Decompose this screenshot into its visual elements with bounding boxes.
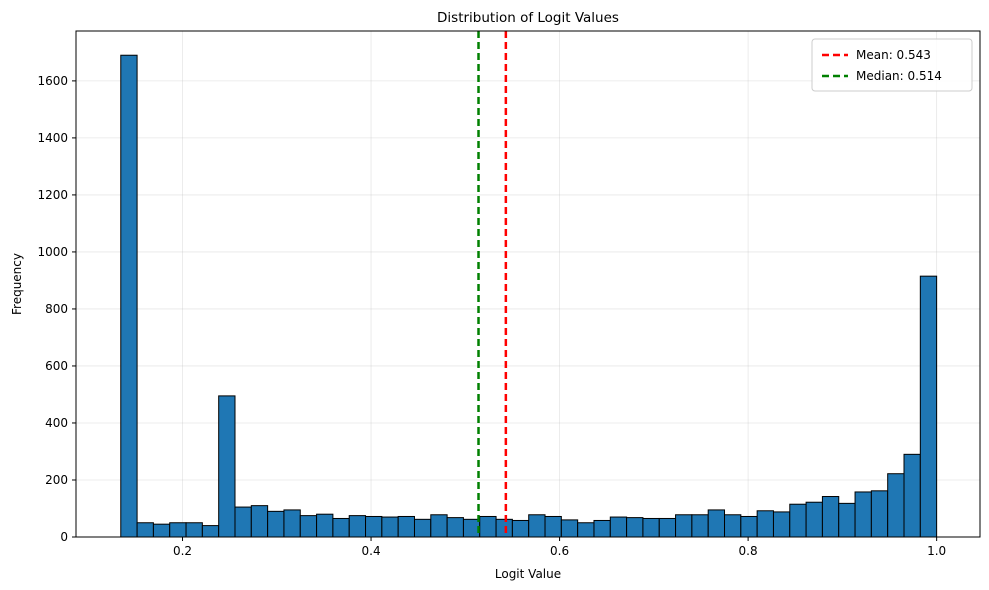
histogram-bar [299, 515, 318, 538]
y-tick-label: 0 [60, 530, 68, 544]
x-tick-label: 1.0 [927, 544, 946, 558]
histogram-bar [218, 395, 236, 538]
histogram-bar [658, 517, 677, 538]
x-axis-label: Logit Value [495, 567, 561, 581]
histogram-bar [316, 513, 334, 538]
histogram-bar [577, 522, 595, 538]
histogram-bar [772, 511, 791, 538]
histogram-bar [201, 525, 220, 538]
histogram-bar [789, 503, 807, 538]
histogram-bar [267, 510, 285, 538]
histogram-bar [511, 519, 530, 538]
reference-lines [477, 31, 508, 537]
histogram-bar [887, 473, 905, 538]
chart-title: Distribution of Logit Values [437, 10, 619, 26]
y-tick-label: 400 [45, 416, 68, 430]
histogram-bar [348, 515, 367, 538]
y-tick-label: 1200 [37, 188, 68, 202]
histogram-bar [365, 515, 383, 538]
histogram-bar [430, 514, 448, 538]
histogram-bar [446, 517, 464, 538]
histogram-bar [544, 515, 562, 538]
y-tick-label: 600 [45, 359, 68, 373]
y-tick-label: 1600 [37, 74, 68, 88]
histogram-bar [250, 505, 269, 538]
histogram-bar [919, 275, 938, 538]
histogram-bar [870, 490, 889, 538]
histogram-bar [528, 514, 546, 538]
plot-area-frame [75, 30, 981, 538]
histogram-bar [479, 515, 497, 538]
histogram-bar [756, 510, 774, 538]
x-tick-label: 0.4 [362, 544, 381, 558]
histogram-bar [234, 506, 252, 538]
histogram-bar [854, 491, 872, 538]
histogram-bar [495, 518, 513, 538]
histogram-bar [332, 517, 350, 538]
histogram-bar [136, 522, 154, 538]
histogram-bar [691, 514, 709, 538]
y-axis-label: Frequency [10, 253, 24, 315]
histogram-bar [560, 519, 579, 538]
histogram-bar [185, 522, 203, 538]
histogram-bar [152, 523, 171, 538]
histogram-bars [120, 54, 938, 538]
histogram-bar [838, 502, 856, 538]
legend-box [811, 38, 973, 92]
histogram-bar [740, 515, 758, 538]
histogram-bar [413, 518, 432, 538]
histogram-bar [283, 509, 301, 538]
histogram-bar [821, 496, 840, 538]
histogram-bar [593, 519, 611, 538]
histogram-bar [724, 514, 742, 538]
x-tick-label: 0.2 [173, 544, 192, 558]
x-tick-label: 0.6 [550, 544, 569, 558]
y-tick-label: 1000 [37, 245, 68, 259]
histogram-bar [169, 522, 187, 538]
histogram-bar [805, 501, 823, 538]
histogram-bar [397, 515, 415, 538]
axis-ticks: 0.2 0.4 0.6 0.8 1.0 0 200 400 600 800 1000 1200 1400… [37, 74, 946, 558]
histogram-bar [120, 54, 138, 538]
histogram-bar [609, 516, 628, 538]
histogram-bar [903, 453, 921, 538]
histogram-bar [626, 517, 644, 538]
y-tick-label: 200 [45, 473, 68, 487]
histogram-bar [707, 509, 726, 538]
y-tick-label: 1400 [37, 131, 68, 145]
histogram-bar [675, 514, 693, 538]
x-tick-label: 0.8 [739, 544, 758, 558]
histogram-bar [642, 517, 660, 538]
y-tick-label: 800 [45, 302, 68, 316]
legend-entry-label: Mean: 0.543 [856, 48, 931, 62]
legend-entry-label: Median: 0.514 [856, 69, 942, 83]
legend: Mean: 0.543 Median: 0.514 [811, 38, 973, 92]
histogram-bar [381, 516, 399, 538]
